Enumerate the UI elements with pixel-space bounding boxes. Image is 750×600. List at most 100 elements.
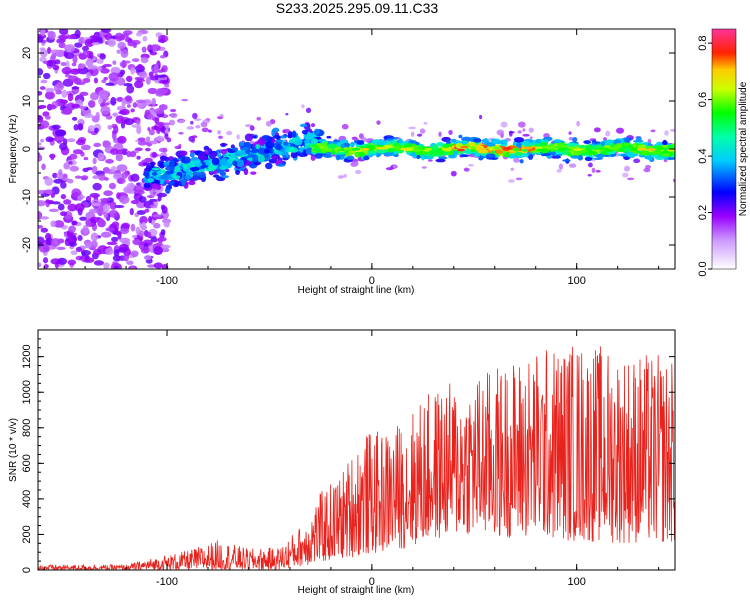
spectrogram-cell (66, 138, 76, 143)
spectrogram-hotspot (457, 148, 466, 152)
spectrogram-cell (138, 196, 147, 203)
spectrogram-cell (38, 224, 44, 229)
spectrogram-cell (150, 161, 155, 168)
spectrogram-cell (500, 121, 508, 128)
spectrogram-cell (427, 150, 439, 156)
spectrogram-cell (42, 111, 50, 117)
spectrogram-cell (244, 133, 254, 142)
spectrogram-cell (130, 173, 140, 182)
spectrogram-cell (343, 173, 348, 178)
spectrogram-cell (644, 155, 653, 160)
spectrogram-cell (410, 131, 415, 137)
spectrogram-cell (114, 204, 125, 209)
spectrogram-cell (139, 71, 148, 79)
spectrogram-cell (144, 147, 151, 152)
spectrogram-cell (107, 38, 117, 47)
spectrogram-cell (54, 129, 66, 137)
snr-y-tick-label: 0 (21, 567, 33, 573)
spectrogram-cell (136, 103, 144, 108)
spectrogram-cell (303, 139, 311, 144)
snr-frame (37, 329, 676, 571)
spectrogram-cell (568, 163, 577, 168)
spectrogram-cell (103, 262, 110, 269)
spectrogram-cell (667, 149, 674, 152)
spectrogram-cell (147, 87, 158, 95)
spectrogram-cell (47, 137, 56, 142)
spectrogram-cell (142, 35, 148, 42)
spectrogram-cell (39, 56, 47, 63)
spectrogram-x-tick-label: 100 (568, 275, 586, 287)
spectrogram-cell (38, 243, 50, 253)
spectrogram-cell (219, 165, 228, 171)
spectrogram-cell (595, 169, 601, 173)
spectrogram-cell (460, 154, 470, 158)
spectrogram-cell (458, 134, 463, 139)
spectrogram-cell (100, 231, 112, 238)
spectrogram-cell (156, 74, 167, 78)
spectrogram-cell (42, 257, 49, 264)
spectrogram-cell (60, 61, 67, 66)
spectrogram-cell (221, 175, 229, 179)
spectrogram-cell (306, 133, 317, 140)
spectrogram-cell (115, 115, 125, 124)
spectrogram-cell (68, 225, 76, 233)
spectrogram-cell (65, 34, 77, 40)
spectrogram-cell (257, 148, 266, 155)
spectrogram-cell (56, 246, 66, 251)
spectrogram-cell (41, 163, 46, 171)
spectrogram-cell (271, 155, 279, 160)
spectrogram-cell (272, 127, 280, 133)
spectrogram-marks (38, 29, 675, 269)
spectrogram-cell (182, 163, 188, 169)
spectrogram-cell (117, 41, 126, 50)
spectrogram-cell (473, 150, 479, 157)
spectrogram-cell (77, 235, 83, 242)
spectrogram-cell (664, 130, 669, 136)
spectrogram-cell (160, 229, 166, 236)
spectrogram-cell (650, 154, 661, 158)
spectrogram-cell (116, 164, 128, 172)
spectrogram-cell (148, 129, 155, 136)
spectrogram-cell (130, 108, 135, 113)
spectrogram-cell (126, 260, 134, 266)
spectrogram-cell (141, 46, 147, 53)
spectrogram-cell (40, 216, 49, 220)
spectrogram-cell (148, 71, 154, 78)
spectrogram-cell (508, 131, 515, 134)
spectrogram-cell (39, 86, 46, 90)
spectrogram-cell (435, 158, 446, 163)
spectrogram-cell (252, 154, 259, 163)
spectrogram-hotspot (647, 148, 656, 151)
spectrogram-cell (593, 157, 603, 160)
spectrogram-cell (116, 49, 121, 54)
spectrogram-cell (235, 169, 240, 175)
spectrogram-cell (624, 165, 631, 172)
spectrogram-cell (119, 195, 130, 204)
spectrogram-cell (71, 188, 82, 197)
spectrogram-cell (75, 81, 86, 86)
spectrogram-cell (71, 86, 80, 90)
spectrogram-cell (398, 138, 403, 144)
spectrogram-cell (113, 125, 119, 134)
spectrogram-cell (200, 121, 208, 128)
spectrogram-cell (517, 130, 522, 134)
spectrogram-cell (179, 150, 188, 157)
spectrogram-hotspot (387, 147, 395, 151)
spectrogram-cell (195, 124, 201, 129)
spectrogram-cell (95, 111, 100, 121)
spectrogram-cell (130, 266, 136, 269)
spectrogram-cell (105, 158, 114, 164)
spectrogram-cell (74, 175, 82, 179)
spectrogram-cell (463, 167, 470, 172)
spectrogram-y-tick-label: -10 (21, 189, 33, 205)
spectrogram-cell (172, 175, 181, 180)
spectrogram-cell (98, 217, 104, 225)
spectrogram-cell (44, 199, 54, 204)
spectrogram-cell (186, 126, 195, 130)
spectrogram-cell (189, 152, 195, 158)
spectrogram-cell (335, 154, 341, 161)
spectrogram-cell (51, 124, 61, 130)
snr-y-tick-label: 200 (21, 525, 33, 543)
